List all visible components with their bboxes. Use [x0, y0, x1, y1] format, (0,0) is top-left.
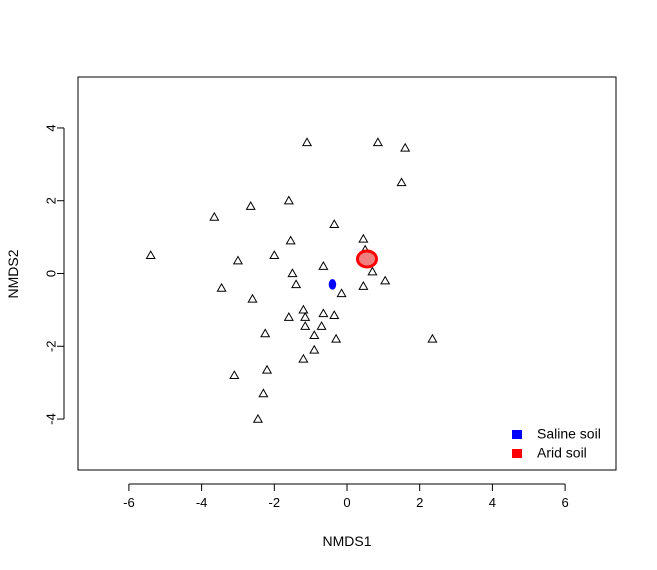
sample-point-triangle — [316, 321, 327, 330]
sample-point-triangle — [245, 200, 256, 210]
y-tick-label: -4 — [43, 413, 58, 425]
sample-point-triangle — [358, 281, 369, 290]
sample-point-triangle — [331, 333, 342, 343]
x-tick-label: 6 — [561, 495, 568, 510]
sample-point-triangle — [145, 250, 156, 259]
x-tick-label: -4 — [196, 495, 208, 510]
x-axis: -6 -4 -2 0 2 4 6 — [123, 483, 569, 510]
sample-point-triangle — [367, 266, 378, 276]
legend: Saline soil Arid soil — [512, 426, 601, 461]
sample-point-triangle — [291, 279, 302, 289]
sample-point-triangle — [358, 233, 369, 243]
legend-label: Arid soil — [537, 445, 587, 461]
sample-point-triangle — [285, 235, 296, 245]
sample-point-triangle — [396, 177, 407, 187]
sample-point-triangle — [318, 261, 329, 270]
sample-point-triangle — [298, 304, 309, 314]
sample-point-triangle — [287, 268, 298, 278]
sample-point-triangle — [400, 142, 411, 152]
sample-point-triangle — [269, 250, 280, 259]
sample-point-triangle — [300, 321, 311, 330]
sample-point-triangle — [216, 282, 227, 292]
saline-soil-centroid — [328, 279, 337, 290]
sample-point-triangle — [309, 330, 320, 340]
sample-point-triangle — [232, 255, 244, 265]
x-tick-label: 0 — [343, 495, 350, 510]
arid-soil-centroid — [355, 249, 378, 269]
y-tick-label: -2 — [43, 340, 58, 352]
sample-point-triangle — [260, 328, 271, 338]
x-tick-label: 4 — [489, 495, 496, 510]
legend-swatch — [512, 449, 522, 458]
x-tick-label: -6 — [123, 495, 135, 510]
sample-point-triangle — [298, 353, 309, 363]
x-axis-title: NMDS1 — [322, 533, 371, 549]
y-tick-label: 4 — [43, 124, 58, 131]
sample-point-triangle — [252, 413, 264, 423]
sample-point-triangle — [261, 364, 273, 374]
sample-points — [145, 137, 438, 423]
sample-point-triangle — [427, 333, 438, 343]
sample-point-triangle — [300, 311, 311, 321]
plot-frame — [77, 76, 617, 471]
sample-point-triangle — [372, 137, 383, 147]
y-tick-label: 0 — [43, 270, 58, 277]
legend-swatch — [512, 430, 522, 439]
sample-point-triangle — [229, 370, 240, 380]
y-axis-title: NMDS2 — [5, 249, 21, 298]
sample-point-triangle — [209, 211, 220, 221]
legend-label: Saline soil — [537, 426, 601, 442]
sample-point-triangle — [309, 344, 320, 354]
x-tick-label: -2 — [269, 495, 281, 510]
sample-point-triangle — [318, 308, 329, 318]
group-centroids — [328, 249, 378, 290]
sample-point-triangle — [283, 195, 294, 205]
sample-point-triangle — [329, 310, 340, 319]
sample-point-triangle — [329, 219, 340, 229]
sample-point-triangle — [380, 275, 391, 285]
y-axis: -4 -2 0 2 4 — [43, 124, 65, 425]
sample-point-triangle — [336, 288, 347, 298]
sample-point-triangle — [247, 293, 258, 303]
sample-point-triangle — [283, 311, 294, 321]
sample-point-triangle — [301, 137, 313, 147]
sample-point-triangle — [258, 388, 269, 398]
x-tick-label: 2 — [416, 495, 423, 510]
y-tick-label: 2 — [43, 197, 58, 204]
